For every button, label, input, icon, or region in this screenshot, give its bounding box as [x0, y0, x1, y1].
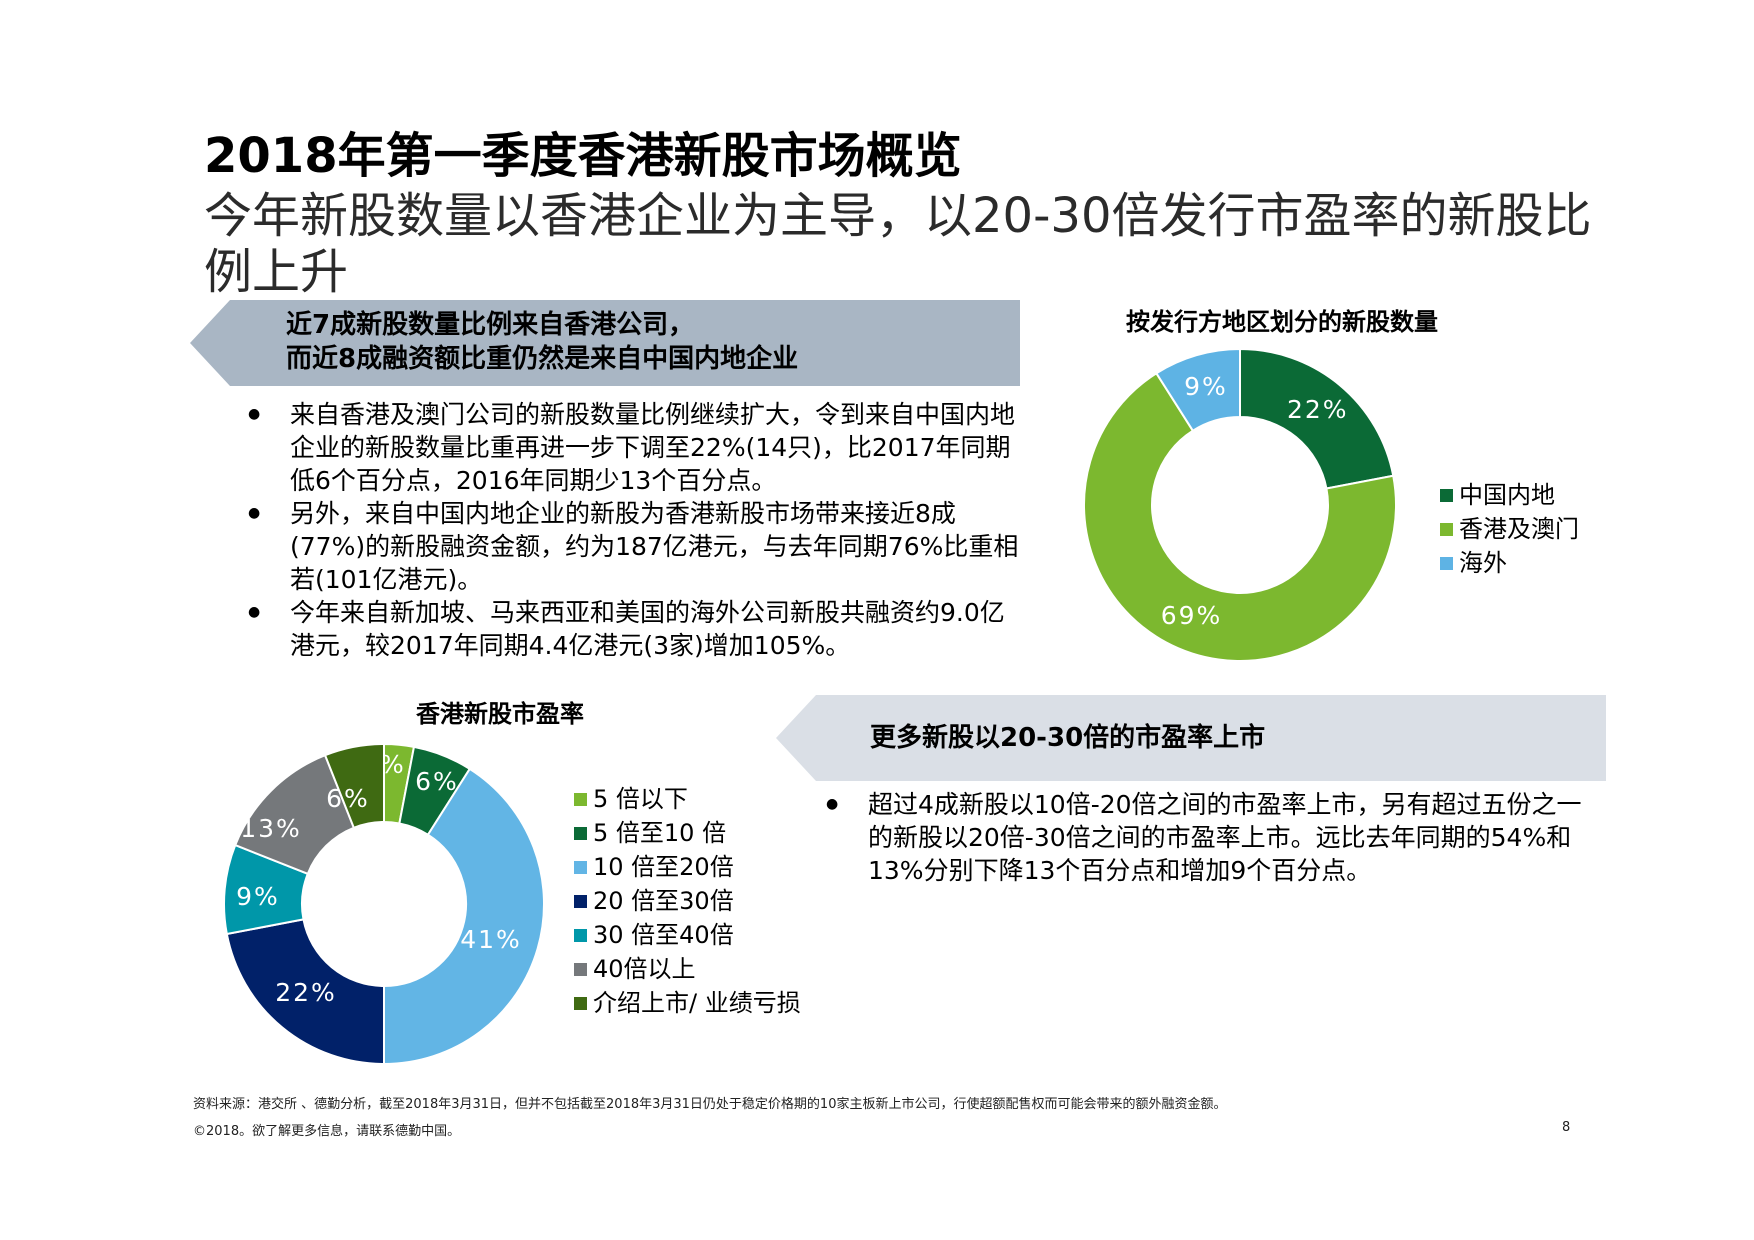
donut-slice	[323, 742, 385, 830]
legend-label: 5 倍至10 倍	[593, 819, 727, 847]
banner-left-line1: 近7成新股数量比例来自香港公司，	[286, 310, 695, 340]
legend-label: 10 倍至20倍	[593, 853, 734, 881]
bullet-item: 超过4成新股以10倍-20倍之间的市盈率上市，另有超过五份之一的新股以20倍-3…	[826, 788, 1596, 887]
chart-title-pe: 香港新股市盈率	[416, 700, 584, 728]
legend-label: 香港及澳门	[1459, 515, 1579, 543]
slice-label: 13%	[240, 814, 302, 843]
legend-swatch	[574, 894, 587, 908]
slice-label: 69%	[1161, 601, 1223, 630]
highlight-banner-left	[190, 300, 1020, 386]
chart-title-region: 按发行方地区划分的新股数量	[1126, 308, 1438, 336]
legend-item: 40倍以上	[574, 952, 801, 986]
bullet-list-right: 超过4成新股以10倍-20倍之间的市盈率上市，另有超过五份之一的新股以20倍-3…	[826, 788, 1596, 887]
highlight-banner-right	[776, 695, 1606, 781]
slice-label: 6%	[415, 767, 459, 796]
legend-swatch	[574, 928, 587, 942]
bullet-item: 另外，来自中国内地企业的新股为香港新股市场带来接近8成(77%)的新股融资金额，…	[248, 497, 1024, 596]
slice-label: 6%	[326, 784, 370, 813]
legend-label: 30 倍至40倍	[593, 921, 734, 949]
bullet-item: 来自香港及澳门公司的新股数量比例继续扩大，令到来自中国内地企业的新股数量比重再进…	[248, 398, 1024, 497]
legend-label: 40倍以上	[593, 955, 696, 983]
donut-chart-region: 22% 69% 9%	[1083, 347, 1397, 662]
donut-slice	[1083, 371, 1397, 662]
page-number: 8	[1562, 1120, 1571, 1135]
legend-swatch	[574, 826, 587, 840]
page-title: 2018年第一季度香港新股市场概览	[204, 128, 962, 184]
legend-label: 海外	[1459, 549, 1507, 577]
legend-swatch	[1440, 522, 1453, 536]
page-subtitle: 今年新股数量以香港企业为主导，以20-30倍发行市盈率的新股比例上升	[204, 188, 1592, 300]
legend-pe: 5 倍以下 5 倍至10 倍 10 倍至20倍 20 倍至30倍 30 倍至40…	[574, 782, 801, 1020]
legend-swatch	[574, 860, 587, 874]
donut-chart-pe: 3%6%41%22%9%13%6%	[223, 742, 545, 1066]
donut-slice	[1155, 347, 1241, 433]
legend-item: 介绍上市/ 业绩亏损	[574, 986, 801, 1020]
donut-slice	[383, 767, 545, 1066]
legend-label: 介绍上市/ 业绩亏损	[593, 989, 801, 1017]
donut-slice	[225, 918, 385, 1066]
legend-item: 5 倍至10 倍	[574, 816, 801, 850]
slice-label: 22%	[1287, 395, 1349, 424]
legend-swatch	[574, 792, 587, 806]
legend-swatch	[574, 996, 587, 1010]
legend-swatch	[574, 962, 587, 976]
slice-label: 9%	[1184, 372, 1228, 401]
legend-item: 中国内地	[1440, 478, 1579, 512]
legend-item: 10 倍至20倍	[574, 850, 801, 884]
legend-item: 香港及澳门	[1440, 512, 1579, 546]
bullet-item: 今年来自新加坡、马来西亚和美国的海外公司新股共融资约9.0亿港元，较2017年同…	[248, 596, 1024, 662]
banner-left-line2: 而近8成融资额比重仍然是来自中国内地企业	[286, 344, 799, 374]
legend-item: 30 倍至40倍	[574, 918, 801, 952]
legend-swatch	[1440, 556, 1453, 570]
slice-label: 41%	[460, 925, 522, 954]
legend-item: 20 倍至30倍	[574, 884, 801, 918]
copyright-note: ©2018。欲了解更多信息，请联系德勤中国。	[193, 1124, 461, 1139]
legend-label: 中国内地	[1459, 481, 1555, 509]
legend-label: 5 倍以下	[593, 785, 688, 813]
legend-swatch	[1440, 488, 1453, 502]
donut-slice	[1239, 347, 1395, 490]
legend-region: 中国内地 香港及澳门 海外	[1440, 478, 1579, 580]
source-note: 资料来源：港交所 、德勤分析，截至2018年3月31日，但并不包括截至2018年…	[193, 1097, 1227, 1112]
slice-label: 9%	[236, 882, 280, 911]
bullet-list-left: 来自香港及澳门公司的新股数量比例继续扩大，令到来自中国内地企业的新股数量比重再进…	[248, 398, 1024, 662]
banner-right-text: 更多新股以20-30倍的市盈率上市	[870, 723, 1266, 753]
legend-label: 20 倍至30倍	[593, 887, 734, 915]
legend-item: 海外	[1440, 546, 1579, 580]
slice-label: 22%	[275, 978, 337, 1007]
legend-item: 5 倍以下	[574, 782, 801, 816]
